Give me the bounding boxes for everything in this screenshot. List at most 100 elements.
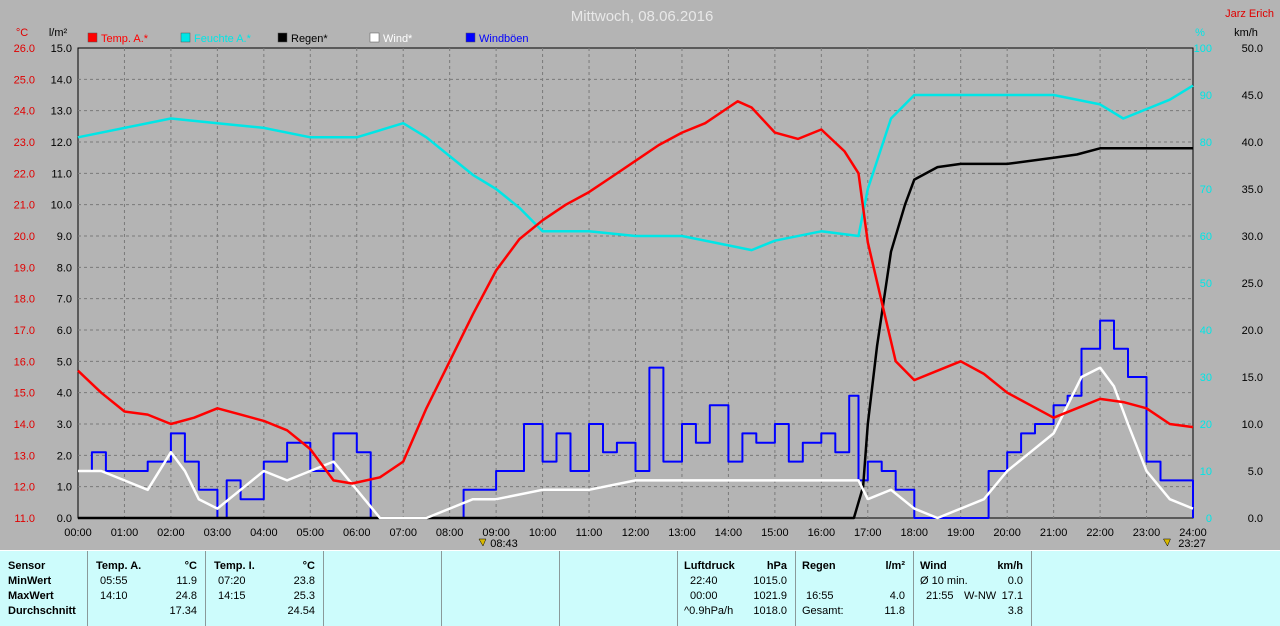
wind-tick-6: 30.0: [1242, 231, 1263, 243]
x-tick-12: 12:00: [622, 527, 650, 539]
temp-tick-14: 25.0: [14, 74, 35, 86]
wind-max-time: 21:55: [926, 590, 954, 602]
sensor-column: Sensor MinWert MaxWert Durchschnitt: [0, 551, 88, 626]
pressure-avg-value: 1018.0: [753, 605, 787, 617]
temp-tick-6: 17.0: [14, 325, 35, 337]
temp-tick-4: 15.0: [14, 388, 35, 400]
temp-a-max-time: 14:10: [100, 590, 128, 602]
axes: 11.0 12.0 13.0 14.0 15.0 16.0 17.0 18.0 19.0 20.0…: [14, 43, 1263, 539]
legend-swatch-1: [180, 32, 191, 43]
humidity-unit-label: %: [1195, 27, 1205, 39]
humidity-tick-10: 100: [1194, 43, 1212, 55]
legend-swatch-4: [465, 32, 476, 43]
wind-tick-8: 40.0: [1242, 137, 1263, 149]
wind-max-direction: W-NW: [964, 590, 997, 602]
summary-panel: Sensor MinWert MaxWert Durchschnitt Temp…: [0, 550, 1280, 626]
x-tick-23: 23:00: [1133, 527, 1161, 539]
rain-tick-9: 9.0: [57, 231, 72, 243]
x-tick-2: 02:00: [157, 527, 185, 539]
x-tick-18: 18:00: [900, 527, 928, 539]
rain-column: Regen l/m² 16:55 4.0 Gesamt: 11.8: [796, 551, 914, 626]
x-tick-19: 19:00: [947, 527, 975, 539]
pressure-trend: ^0.9hPa/h: [684, 605, 734, 617]
humidity-tick-6: 60: [1200, 231, 1212, 243]
wind-tick-2: 10.0: [1242, 419, 1263, 431]
temp-a-max-value: 24.8: [175, 590, 197, 602]
wind-tick-10: 50.0: [1242, 43, 1263, 55]
legend-label-0: Temp. A.*: [101, 33, 149, 45]
empty-column-1: [324, 551, 442, 626]
wind-tick-7: 35.0: [1242, 184, 1263, 196]
legend-label-4: Windböen: [479, 33, 529, 45]
sensor-row-min: MinWert: [8, 575, 52, 587]
temp-i-max-time: 14:15: [218, 590, 246, 602]
rain-tick-2: 2.0: [57, 450, 72, 462]
pressure-max-value: 1021.9: [753, 590, 787, 602]
x-tick-24: 24:00: [1179, 527, 1207, 539]
x-tick-8: 08:00: [436, 527, 464, 539]
rain-header: Regen: [802, 560, 836, 572]
rain-tick-3: 3.0: [57, 419, 72, 431]
temp-tick-5: 16.0: [14, 356, 35, 368]
rain-total-value: 11.8: [884, 605, 905, 617]
wind-max-value: 17.1: [1001, 590, 1023, 602]
temp-tick-9: 20.0: [14, 231, 35, 243]
rain-tick-10: 10.0: [51, 200, 72, 212]
wind-column: Wind km/h Ø 10 min. 0.0 21:55 W-NW 17.1 3.8: [914, 551, 1032, 626]
empty-column-3: [560, 551, 678, 626]
series-line-windb-en: [78, 319, 1194, 519]
x-tick-3: 03:00: [204, 527, 232, 539]
temp-i-min-time: 07:20: [218, 575, 246, 587]
legend-swatch-3: [369, 32, 380, 43]
humidity-tick-0: 0: [1206, 513, 1212, 525]
x-tick-6: 06:00: [343, 527, 371, 539]
grid: [78, 48, 1193, 518]
humidity-tick-2: 20: [1200, 419, 1212, 431]
legend-label-2: Regen*: [291, 33, 328, 45]
wind-avg-value: 3.8: [1007, 605, 1023, 617]
x-tick-13: 13:00: [668, 527, 696, 539]
wind-tick-3: 15.0: [1242, 372, 1263, 384]
sensor-row-max: MaxWert: [8, 590, 54, 602]
humidity-tick-4: 40: [1200, 325, 1212, 337]
sunrise-label: 08:43: [490, 538, 518, 550]
x-tick-21: 21:00: [1040, 527, 1068, 539]
empty-column-2: [442, 551, 560, 626]
sun-markers: 08:43 23:27: [478, 538, 1206, 550]
temp-tick-12: 23.0: [14, 137, 35, 149]
series-group: [77, 84, 1194, 520]
wind-unit: km/h: [997, 560, 1023, 572]
x-tick-9: 09:00: [482, 527, 510, 539]
chart-title: Mittwoch, 08.06.2016: [571, 8, 714, 25]
rain-tick-14: 14.0: [51, 74, 72, 86]
rain-tick-15: 15.0: [51, 43, 72, 55]
temp-tick-2: 13.0: [14, 450, 35, 462]
wind-tick-0: 0.0: [1248, 513, 1263, 525]
pressure-max-time: 00:00: [690, 590, 718, 602]
temp-a-column: Temp. A. °C 05:55 11.9 14:10 24.8 17.34: [88, 551, 206, 626]
humidity-tick-7: 70: [1200, 184, 1212, 196]
x-tick-1: 01:00: [111, 527, 139, 539]
series-line-regen-: [78, 147, 1193, 520]
rain-unit-label: l/m²: [49, 27, 68, 39]
wind-tick-5: 25.0: [1242, 278, 1263, 290]
temp-tick-8: 19.0: [14, 262, 35, 274]
author-label: Jarz Erich: [1225, 8, 1274, 20]
wind-unit-label: km/h: [1234, 27, 1258, 39]
x-tick-22: 22:00: [1086, 527, 1114, 539]
temp-i-min-value: 23.8: [293, 575, 315, 587]
temp-a-min-value: 11.9: [176, 575, 197, 587]
legend: Temp. A.* Feuchte A.* Regen* Wind* Windböen: [87, 32, 529, 45]
x-tick-4: 04:00: [250, 527, 278, 539]
pressure-header: Luftdruck: [684, 560, 735, 572]
temp-i-column: Temp. I. °C 07:20 23.8 14:15 25.3 24.54: [206, 551, 324, 626]
humidity-tick-5: 50: [1200, 278, 1212, 290]
legend-swatch-2: [277, 32, 288, 43]
pressure-unit: hPa: [766, 560, 787, 572]
pressure-min-time: 22:40: [690, 575, 718, 587]
wind-tick-9: 45.0: [1242, 90, 1263, 102]
x-tick-17: 17:00: [854, 527, 882, 539]
wind-header: Wind: [920, 560, 947, 572]
pressure-min-value: 1015.0: [753, 575, 787, 587]
x-tick-14: 14:00: [715, 527, 743, 539]
